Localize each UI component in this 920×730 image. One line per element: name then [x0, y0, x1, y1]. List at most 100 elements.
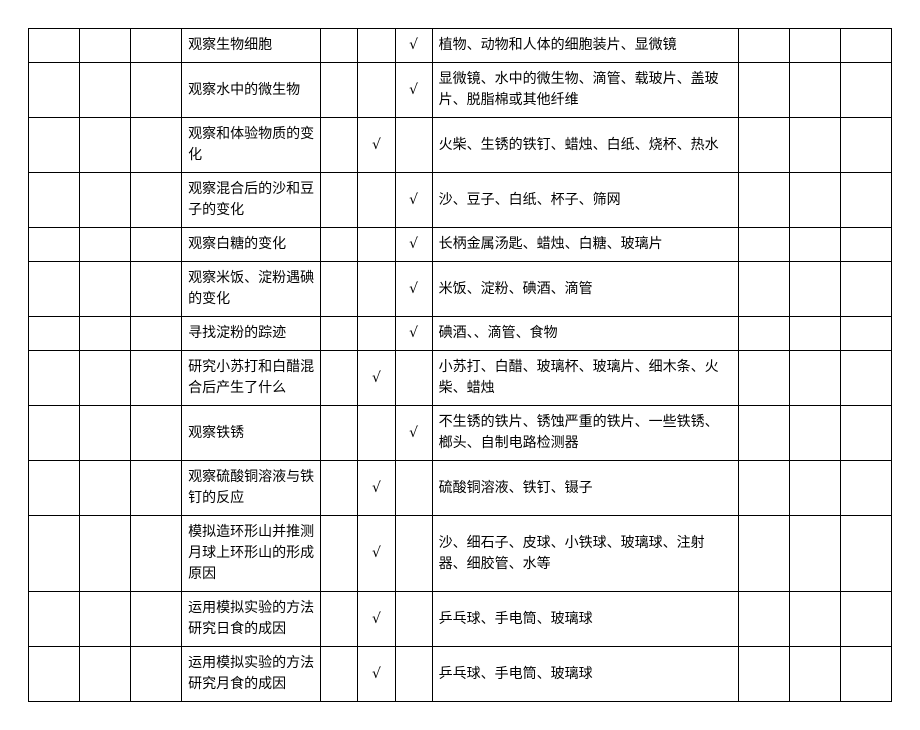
- empty-cell: [80, 63, 131, 118]
- check-cell: √: [358, 647, 395, 702]
- empty-cell: [840, 516, 891, 592]
- check-cell: [358, 173, 395, 228]
- empty-cell: [840, 317, 891, 351]
- empty-cell: [29, 63, 80, 118]
- empty-cell: [840, 351, 891, 406]
- table-row: 观察生物细胞√植物、动物和人体的细胞装片、显微镜: [29, 29, 892, 63]
- table-row: 观察水中的微生物√显微镜、水中的微生物、滴管、载玻片、盖玻片、脱脂棉或其他纤维: [29, 63, 892, 118]
- check-cell: √: [358, 351, 395, 406]
- check-cell: [358, 29, 395, 63]
- empty-cell: [789, 406, 840, 461]
- empty-cell: [131, 461, 182, 516]
- table-row: 观察硫酸铜溶液与铁钉的反应√硫酸铜溶液、铁钉、镊子: [29, 461, 892, 516]
- empty-cell: [80, 461, 131, 516]
- empty-cell: [131, 647, 182, 702]
- experiment-name-cell: 运用模拟实验的方法研究月食的成因: [182, 647, 321, 702]
- experiment-name-cell: 观察生物细胞: [182, 29, 321, 63]
- check-cell: √: [395, 228, 432, 262]
- empty-cell: [738, 461, 789, 516]
- empty-cell: [131, 63, 182, 118]
- empty-cell: [131, 173, 182, 228]
- empty-cell: [789, 118, 840, 173]
- empty-cell: [738, 262, 789, 317]
- empty-cell: [131, 228, 182, 262]
- empty-cell: [789, 351, 840, 406]
- check-cell: [321, 228, 358, 262]
- check-cell: [321, 516, 358, 592]
- experiment-name-cell: 模拟造环形山并推测月球上环形山的形成原因: [182, 516, 321, 592]
- empty-cell: [80, 516, 131, 592]
- empty-cell: [840, 63, 891, 118]
- empty-cell: [738, 118, 789, 173]
- empty-cell: [131, 592, 182, 647]
- check-cell: √: [395, 406, 432, 461]
- empty-cell: [789, 63, 840, 118]
- empty-cell: [840, 262, 891, 317]
- check-cell: √: [395, 262, 432, 317]
- empty-cell: [131, 317, 182, 351]
- empty-cell: [80, 406, 131, 461]
- empty-cell: [738, 406, 789, 461]
- experiment-name-cell: 运用模拟实验的方法研究日食的成因: [182, 592, 321, 647]
- empty-cell: [131, 118, 182, 173]
- materials-cell: 碘酒、、滴管、食物: [432, 317, 738, 351]
- empty-cell: [789, 173, 840, 228]
- empty-cell: [789, 461, 840, 516]
- check-cell: [358, 317, 395, 351]
- empty-cell: [789, 29, 840, 63]
- check-cell: [395, 592, 432, 647]
- experiment-name-cell: 观察水中的微生物: [182, 63, 321, 118]
- empty-cell: [738, 317, 789, 351]
- check-cell: √: [395, 63, 432, 118]
- empty-cell: [29, 516, 80, 592]
- check-cell: [321, 118, 358, 173]
- empty-cell: [29, 592, 80, 647]
- empty-cell: [80, 29, 131, 63]
- check-cell: [321, 29, 358, 63]
- materials-cell: 沙、细石子、皮球、小铁球、玻璃球、注射器、细胶管、水等: [432, 516, 738, 592]
- check-cell: √: [395, 317, 432, 351]
- empty-cell: [80, 592, 131, 647]
- empty-cell: [80, 647, 131, 702]
- empty-cell: [29, 228, 80, 262]
- check-cell: √: [358, 461, 395, 516]
- check-cell: [395, 461, 432, 516]
- empty-cell: [738, 647, 789, 702]
- empty-cell: [29, 647, 80, 702]
- check-cell: √: [395, 29, 432, 63]
- check-cell: √: [358, 592, 395, 647]
- empty-cell: [789, 516, 840, 592]
- check-cell: [321, 592, 358, 647]
- table-row: 模拟造环形山并推测月球上环形山的形成原因 √ 沙、细石子、皮球、小铁球、玻璃球、注射…: [29, 516, 892, 592]
- empty-cell: [80, 262, 131, 317]
- check-cell: [358, 228, 395, 262]
- check-cell: [358, 406, 395, 461]
- check-cell: [321, 461, 358, 516]
- empty-cell: [840, 592, 891, 647]
- empty-cell: [789, 228, 840, 262]
- empty-cell: [29, 118, 80, 173]
- empty-cell: [29, 317, 80, 351]
- check-cell: √: [358, 516, 395, 592]
- empty-cell: [738, 516, 789, 592]
- table-row: 观察和体验物质的变化√火柴、生锈的铁钉、蜡烛、白纸、烧杯、热水: [29, 118, 892, 173]
- empty-cell: [131, 351, 182, 406]
- empty-cell: [789, 317, 840, 351]
- empty-cell: [131, 406, 182, 461]
- empty-cell: [29, 29, 80, 63]
- materials-cell: 米饭、淀粉、碘酒、滴管: [432, 262, 738, 317]
- experiment-name-cell: 研究小苏打和白醋混合后产生了什么: [182, 351, 321, 406]
- empty-cell: [738, 351, 789, 406]
- empty-cell: [80, 351, 131, 406]
- materials-cell: 火柴、生锈的铁钉、蜡烛、白纸、烧杯、热水: [432, 118, 738, 173]
- materials-cell: 乒乓球、手电筒、玻璃球: [432, 647, 738, 702]
- materials-cell: 长柄金属汤匙、蜡烛、白糖、玻璃片: [432, 228, 738, 262]
- table-row: 观察米饭、淀粉遇碘的变化√米饭、淀粉、碘酒、滴管: [29, 262, 892, 317]
- empty-cell: [840, 173, 891, 228]
- table-row: 寻找淀粉的踪迹√碘酒、、滴管、食物: [29, 317, 892, 351]
- check-cell: [321, 262, 358, 317]
- table-row: 运用模拟实验的方法研究月食的成因 √ 乒乓球、手电筒、玻璃球: [29, 647, 892, 702]
- table-row: 观察白糖的变化√长柄金属汤匙、蜡烛、白糖、玻璃片: [29, 228, 892, 262]
- table-row: 观察混合后的沙和豆子的变化√沙、豆子、白纸、杯子、筛网: [29, 173, 892, 228]
- empty-cell: [789, 592, 840, 647]
